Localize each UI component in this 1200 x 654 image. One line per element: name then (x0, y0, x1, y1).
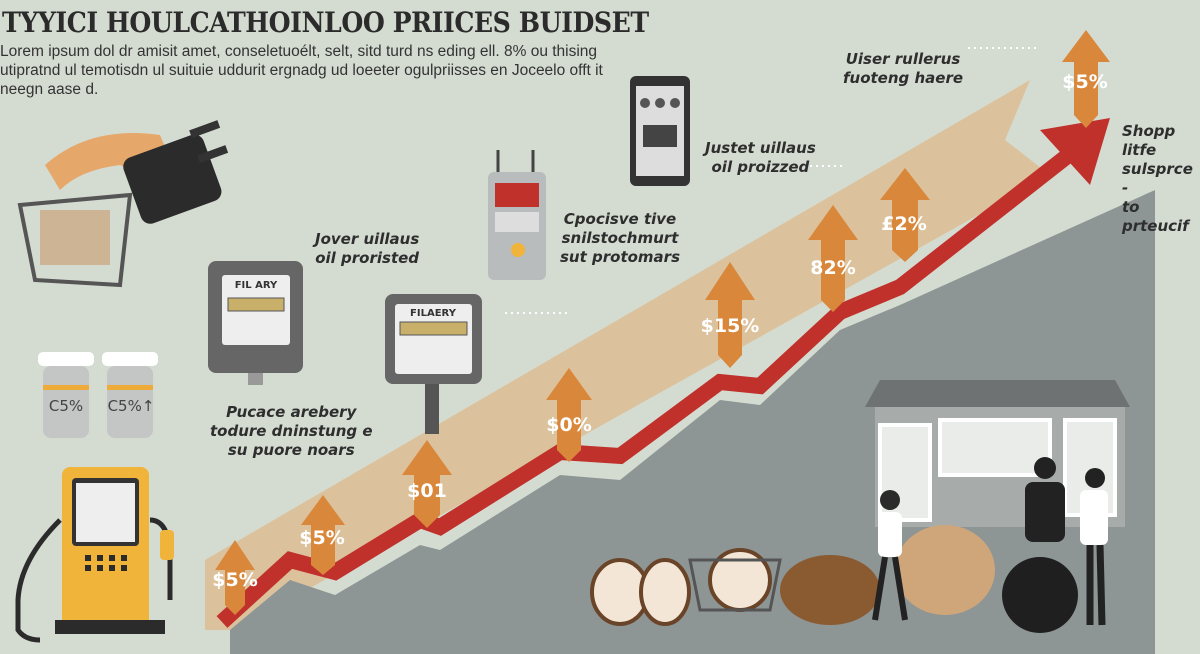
store-illustration (865, 380, 1130, 527)
note-purchase: Pucace arebery todure dninstung e su puo… (210, 403, 373, 459)
increase-arrows (215, 30, 1110, 615)
up-arrow-icon (402, 440, 452, 528)
increase-label: $01 (407, 480, 447, 502)
jar-label: C5%↑ (107, 397, 155, 415)
dotted-leaders (505, 47, 1040, 314)
increase-label: $0% (546, 414, 592, 436)
note-user: Uiser rullerus fuoteng haere (843, 50, 964, 87)
meter-label: FILAERY (410, 308, 456, 319)
electric-meter-illustration (208, 261, 303, 385)
up-arrow-icon (215, 540, 255, 615)
increase-label: $5% (212, 569, 258, 591)
note-shopping: Shopp litfe sulsprce - to prteucif (1122, 122, 1193, 235)
note-thermostat: Cpocisve tive snilstochmurt sut protomar… (560, 210, 680, 266)
plug-hand-illustration (17, 120, 229, 288)
up-arrow-icon (301, 495, 345, 575)
up-arrow-icon (808, 205, 858, 312)
jar-label: C5% (48, 397, 84, 415)
shoppers-illustration (590, 457, 1108, 633)
thermostat-illustration (488, 150, 546, 280)
meter-label: FIL ARY (234, 280, 278, 291)
up-arrow-icon (880, 168, 930, 262)
up-arrow-icon (1062, 30, 1110, 128)
up-arrow-icon (546, 368, 592, 462)
up-arrow-icon (705, 262, 755, 368)
page-title: TYYICI HOULCATHOINLOO PRIICES BUIDSET (2, 6, 649, 39)
increase-label: £2% (881, 213, 927, 235)
trend-arrowhead-icon (1040, 118, 1110, 185)
gas-pump-illustration (15, 467, 174, 643)
increase-label: 82% (810, 257, 856, 279)
jars-illustration (38, 352, 158, 438)
increase-label: $15% (700, 315, 760, 337)
electric-meter-illustration (385, 294, 482, 434)
increase-label: $5% (299, 527, 345, 549)
increase-label: $5% (1062, 71, 1108, 93)
phone-illustration (630, 76, 690, 186)
note-oil-prices: Jover uillaus oil proristed (315, 230, 420, 267)
note-oil-prized: Justet uillaus oil proizzed (705, 139, 816, 176)
intro-text: Lorem ipsum dol dr amisit amet, conselet… (0, 43, 603, 98)
